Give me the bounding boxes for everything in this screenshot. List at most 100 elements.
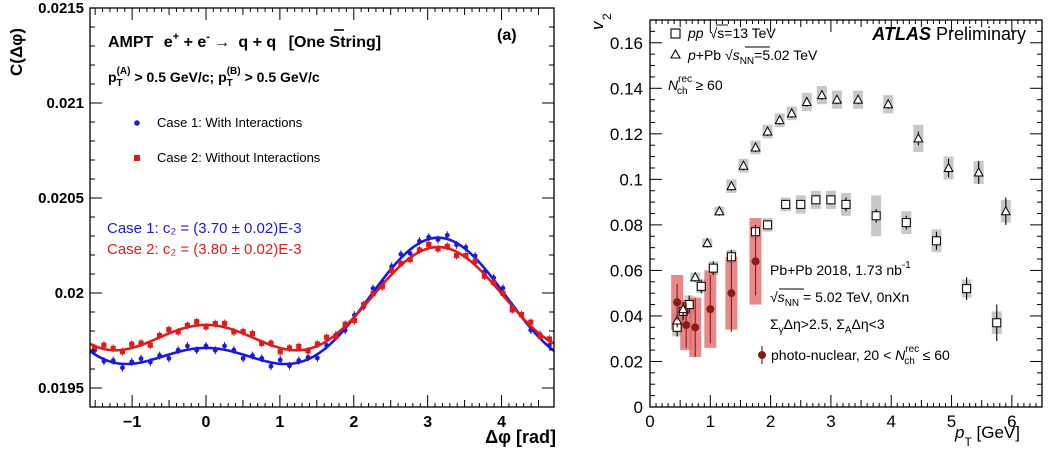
pbpb-line2-rest: = 5.02 TeV, 0nXn [799,289,909,305]
series-1-point [305,354,311,360]
series-1-point [763,220,773,230]
series-1-point [472,253,478,259]
legend-label-case1: Case 1: With Interactions [157,115,303,130]
x-tick-label: 2 [349,414,358,431]
left-chart-subtitle: p(A) T > 0.5 GeV/c; p(B) T > 0.5 GeV/c [108,66,320,89]
left-chart-ticks: −1 0 1 2 3 4 0.0195 0.02 0.0205 0.021 0.0215 [38,0,554,431]
y-tick-label: 0.0195 [38,380,84,397]
title-plus-sup: + [173,31,179,43]
series-2-point [324,334,330,340]
series-1-point [324,343,330,348]
series-1-point [546,342,552,348]
series-2-point [212,321,218,327]
series-2-point [379,284,385,290]
annotation-case1: Case 1: c₂ = (3.70 ± 0.02)E-3 [107,220,302,237]
series-2-point [435,246,441,252]
series-1-point [500,285,506,291]
series-1-point [426,234,432,240]
pn-label: photo-nuclear, 20 < [771,347,895,363]
series-1-point [203,343,209,349]
series-2-point [738,160,749,170]
series-1-point [314,355,320,361]
legend-marker-pn [758,351,766,359]
series-2-point [726,180,737,191]
x-tick-label: 4 [886,412,895,431]
series-1-point [962,284,972,294]
series-1-point [463,245,469,250]
x-label-p: p [954,423,964,442]
series-2-point [138,340,144,346]
series-3-point [727,289,736,298]
series-2-point [1000,205,1011,216]
y-tick-label: 0.0205 [38,190,84,207]
series-2-point [286,345,293,351]
series-2-point [816,89,828,100]
pbpb-line1-sup: -1 [902,260,911,271]
series-1-point [120,365,125,371]
pbpb-sqrt: √ [770,289,778,305]
right-legend-top: pp √s=13 TeV p+Pb √sNN=5.02 TeV Nrec ch ≥ … [668,24,818,97]
legend-marker-ppb [670,48,681,59]
series-2-point [184,322,191,328]
pbpb-sigma1: Σ [770,316,779,332]
series-2-point [407,256,413,263]
subtitle-p-2: p [218,69,227,85]
series-1-point [147,359,153,365]
series-2-point [194,319,200,325]
series-1-point [684,300,694,310]
series-1-point [268,363,274,369]
series-1-point [185,343,190,349]
pbpb-sub1: γ [779,325,784,336]
series-2-point [370,291,376,297]
series-2-point [537,333,543,339]
subtitle-b-sup: (B) [227,66,241,77]
legend-nch: Nrec ch ≥ 60 [668,74,723,97]
series-2-point [203,324,209,330]
series-2-point [333,333,339,339]
x-tick-label: 6 [1007,412,1016,431]
series-2-point [913,132,924,143]
series-2-point [690,271,701,282]
pp-sqrt: √ [710,25,718,41]
right-y-axis-label: v 2 [588,13,614,30]
series-2-fit-curve [89,245,555,352]
preliminary-word: Preliminary [931,24,1026,44]
left-x-axis-label: Δφ [rad] [485,427,556,447]
series-1-point [811,195,821,205]
title-electron-2: e [197,34,206,51]
x-tick-label: 0 [202,414,211,431]
x-tick-label: 1 [275,414,284,431]
series-1-point [931,236,941,246]
title-minus-sup: - [206,31,210,43]
series-2-point [852,94,864,104]
series-1-point [398,251,404,257]
series-2-point [518,312,525,318]
left-plot-frame [89,7,555,408]
series-1-point [287,363,292,369]
legend-label-pn: photo-nuclear, 20 < Nrec ch ≤ 60 [771,344,950,367]
pbpb-info: Pb+Pb 2018, 1.73 nb-1 √sNN = 5.02 TeV, 0… [770,260,911,336]
pbpb-sub2: A [845,325,852,336]
series-2-point [883,98,894,109]
y-tick-label: 0.08 [610,216,643,235]
series-2-point [453,252,460,259]
pbpb-line1: Pb+Pb 2018, 1.73 nb-1 [770,260,911,278]
subtitle-b-rest: > 0.5 GeV/c [241,69,320,85]
series-2-point [472,258,478,264]
right-legend-bottom: photo-nuclear, 20 < Nrec ch ≤ 60 [758,344,950,367]
y-tick-label: 0.04 [610,307,643,326]
x-tick-label: 5 [947,412,956,431]
title-plus: + [179,34,197,51]
x-tick-label: 2 [766,412,775,431]
pp-energy: s=13 TeV [717,25,776,41]
y-label-sub: 2 [600,13,614,20]
series-1-point [231,347,237,353]
series-1-point [370,286,376,291]
x-label-sub: T [964,435,972,449]
series-2-point [259,340,265,346]
left-chart: −1 0 1 2 3 4 0.0195 0.02 0.0205 0.021 0.0215 C(Δφ)… [7,0,556,447]
series-1-point [259,355,265,361]
y-tick-label: 0 [634,398,643,417]
series-1-point [708,263,718,273]
series-1-point [222,343,227,349]
